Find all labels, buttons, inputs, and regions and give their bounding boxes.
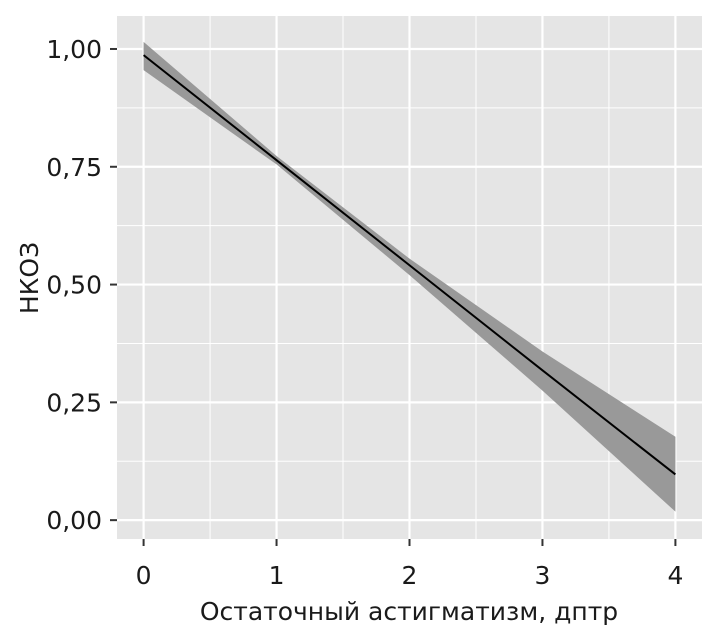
x-tick-label: 3 (535, 561, 551, 590)
x-axis: 0 1 2 3 4 (136, 539, 683, 590)
x-tick-label: 2 (402, 561, 418, 590)
trend-line (142, 54, 677, 476)
x-axis-title: Остаточный астигматизм, дптр (200, 597, 618, 626)
y-axis-title: НКОЗ (15, 242, 44, 314)
major-grid (117, 16, 702, 539)
y-tick-label: 1,00 (46, 35, 102, 64)
y-tick-label: 0,00 (46, 506, 102, 535)
x-tick-label: 0 (136, 561, 152, 590)
x-tick-label: 4 (667, 561, 683, 590)
y-tick-label: 0,25 (46, 388, 102, 417)
y-tick-label: 0,75 (46, 153, 102, 182)
y-axis: 0,00 0,25 0,50 0,75 1,00 (46, 35, 117, 535)
y-tick-label: 0,50 (46, 271, 102, 300)
x-tick-label: 1 (269, 561, 285, 590)
